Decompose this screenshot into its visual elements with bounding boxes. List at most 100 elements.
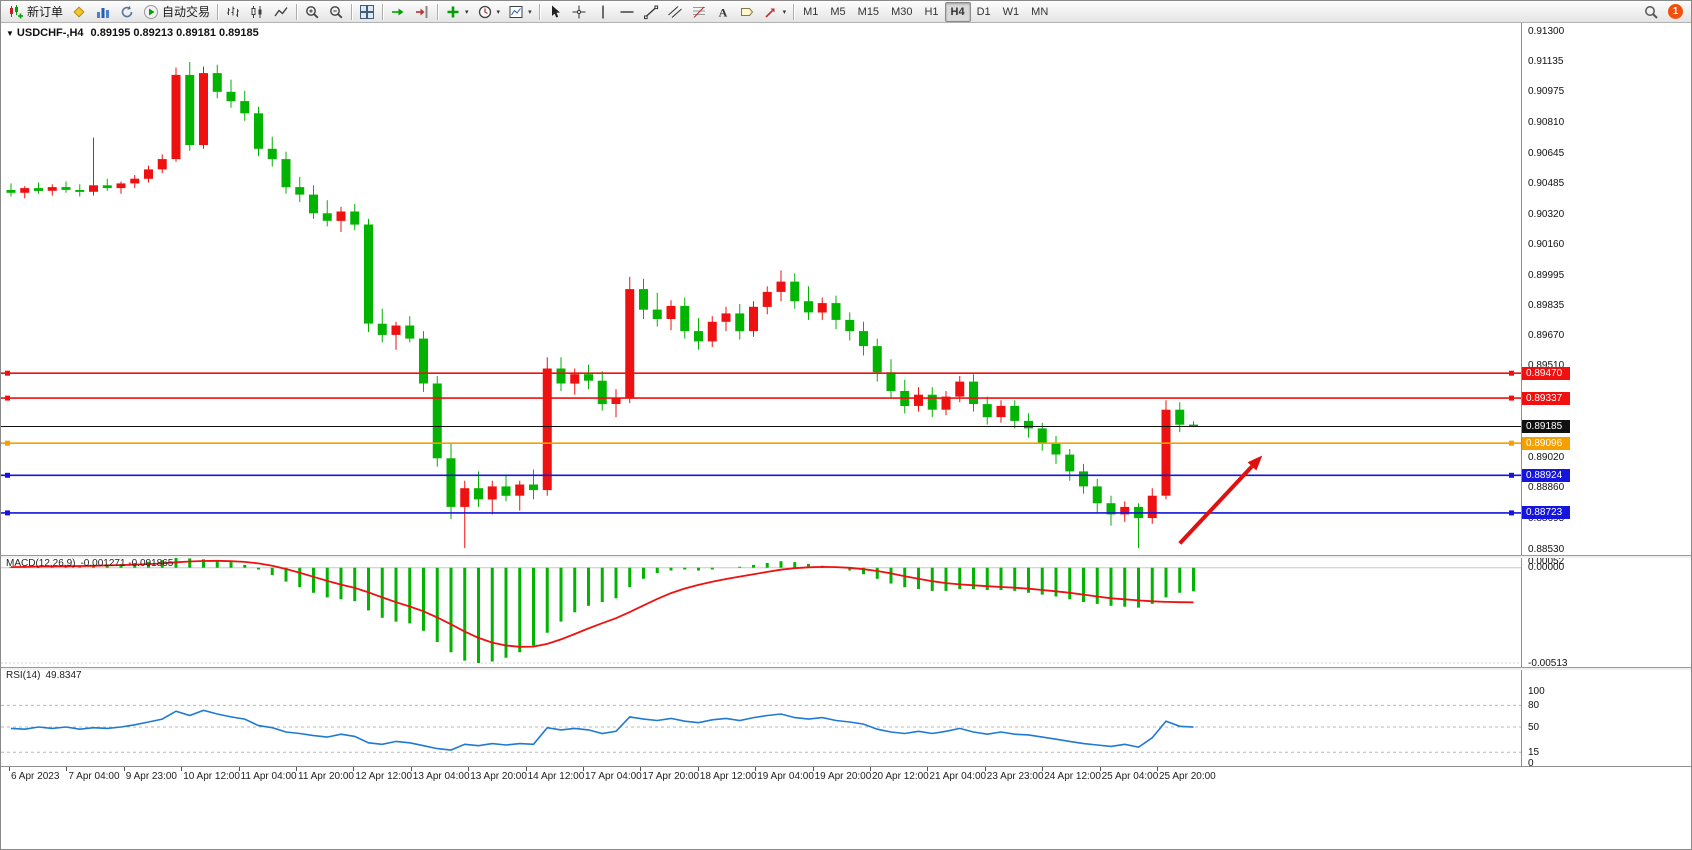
price-axis-label: 0.90975 bbox=[1528, 86, 1565, 98]
label-icon bbox=[739, 4, 755, 20]
time-axis-tick bbox=[123, 767, 125, 771]
periods-button[interactable]: ▾ bbox=[473, 1, 505, 23]
candle-chart-mode-button[interactable] bbox=[245, 1, 269, 23]
time-axis-label: 6 Apr 2023 bbox=[11, 771, 60, 782]
search-button[interactable] bbox=[1639, 1, 1663, 23]
time-axis-label: 19 Apr 04:00 bbox=[757, 771, 814, 782]
time-axis-label: 10 Apr 12:00 bbox=[183, 771, 240, 782]
price-axis-label: 0.90810 bbox=[1528, 117, 1565, 129]
price-line-label-0.89470: 0.89470 bbox=[1522, 366, 1570, 380]
hline-0.89470[interactable] bbox=[1, 370, 1521, 376]
cursor-button[interactable] bbox=[543, 1, 567, 23]
chart-shift-button[interactable] bbox=[410, 1, 434, 23]
zoom-in-button[interactable] bbox=[300, 1, 324, 23]
time-axis-tick bbox=[1099, 767, 1101, 771]
chart-info-line: ▼ USDCHF-,H4 0.89195 0.89213 0.89181 0.891… bbox=[6, 27, 259, 39]
price-axis-label: 0.90485 bbox=[1528, 177, 1565, 189]
candle-chart-icon bbox=[249, 4, 265, 20]
crosshair-button[interactable] bbox=[567, 1, 591, 23]
toolbar-separator bbox=[538, 3, 540, 20]
search-icon bbox=[1643, 4, 1659, 20]
rsi-axis-label: 50 bbox=[1528, 721, 1540, 733]
time-axis-label: 24 Apr 12:00 bbox=[1044, 771, 1101, 782]
time-axis-tick bbox=[296, 767, 297, 771]
pane-divider-rsi[interactable] bbox=[1, 667, 1691, 670]
hline-0.88924[interactable] bbox=[1, 472, 1521, 478]
trendline-icon bbox=[643, 4, 659, 20]
vline-icon bbox=[595, 4, 611, 20]
refresh-button[interactable] bbox=[115, 1, 139, 23]
macd-current-values: -0.001271 -0.001865 bbox=[80, 558, 174, 569]
price-axis-label: 0.90645 bbox=[1528, 148, 1565, 159]
time-axis-label: 12 Apr 12:00 bbox=[355, 771, 413, 782]
new-order-button[interactable]: 新订单 bbox=[4, 1, 67, 23]
hline-0.89096[interactable] bbox=[1, 440, 1521, 446]
price-axis-label: 0.89510 bbox=[1528, 360, 1565, 372]
chart-menu-icon[interactable]: ▼ bbox=[6, 29, 14, 38]
autotrade-icon bbox=[143, 4, 159, 20]
zoom-in-icon bbox=[304, 4, 320, 20]
price-axis-label: 0.88860 bbox=[1528, 481, 1565, 493]
text-button[interactable]: A bbox=[711, 1, 735, 23]
time-axis-label: 13 Apr 20:00 bbox=[470, 771, 527, 782]
toolbar-separator bbox=[217, 3, 219, 20]
timeframe-h4-button[interactable]: H4 bbox=[944, 1, 971, 22]
timeframe-mn-button[interactable]: MN bbox=[1031, 5, 1049, 18]
templates-button[interactable]: ▾ bbox=[504, 1, 536, 23]
timeframe-m1-button[interactable]: M1 bbox=[803, 5, 819, 18]
indicators-button[interactable]: ▾ bbox=[441, 1, 473, 23]
trendline-button[interactable] bbox=[639, 1, 663, 23]
cursor-icon bbox=[547, 4, 563, 20]
bar-chart-mode-button[interactable] bbox=[221, 1, 245, 23]
timeframe-h1-button[interactable]: H1 bbox=[924, 5, 939, 18]
rsi-indicator bbox=[1, 704, 1521, 753]
auto-trading-label: 自动交易 bbox=[162, 5, 211, 19]
periods-icon bbox=[477, 4, 493, 20]
auto-trading-button[interactable]: 自动交易 bbox=[139, 1, 214, 23]
arrow-object[interactable] bbox=[1178, 455, 1263, 545]
zoom-out-button[interactable] bbox=[324, 1, 348, 23]
horizontal-line-button[interactable] bbox=[615, 1, 639, 23]
mql-editor-button[interactable] bbox=[67, 1, 91, 23]
notification-badge[interactable]: 1 bbox=[1668, 4, 1683, 19]
hline-0.89337[interactable] bbox=[1, 395, 1521, 401]
timeframe-d1-button[interactable]: D1 bbox=[976, 5, 991, 18]
auto-scroll-button[interactable] bbox=[386, 1, 410, 23]
time-axis-tick bbox=[870, 767, 871, 771]
channel-button[interactable] bbox=[663, 1, 687, 23]
time-axis-tick bbox=[755, 767, 757, 771]
timeframe-w1-button[interactable]: W1 bbox=[1002, 5, 1020, 18]
time-axis[interactable]: 6 Apr 2023 7 Apr 04:00 9 Apr 23:00 10 Apr 1… bbox=[1, 766, 1691, 788]
price-axis-label: 0.91300 bbox=[1528, 25, 1565, 37]
line-chart-mode-button[interactable] bbox=[269, 1, 293, 23]
time-axis-tick bbox=[238, 767, 240, 771]
timeframe-m30-button[interactable]: M30 bbox=[891, 5, 913, 18]
vertical-line-button[interactable] bbox=[591, 1, 615, 23]
price-axis[interactable]: 0.91300 0.91135 0.90975 0.90810 0.90645 0.904… bbox=[1521, 1, 1691, 786]
arrows-button[interactable]: ▾ bbox=[759, 1, 791, 23]
time-axis-label: 13 Apr 04:00 bbox=[412, 771, 470, 782]
hline-0.88723[interactable] bbox=[1, 510, 1521, 516]
macd-axis-label: 0.00000 bbox=[1528, 562, 1565, 574]
fibonacci-button[interactable] bbox=[687, 1, 711, 23]
indicators-icon bbox=[445, 4, 461, 20]
time-axis-tick bbox=[640, 767, 642, 771]
text-label-button[interactable] bbox=[735, 1, 759, 23]
rsi-name: RSI(14) bbox=[6, 670, 41, 681]
market-watch-button[interactable] bbox=[91, 1, 115, 23]
tile-windows-icon bbox=[359, 4, 375, 20]
rsi-indicator-label: RSI(14) 49.8347 bbox=[6, 670, 82, 681]
macd-indicator-label: MACD(12,26,9) -0.001271 -0.001865 bbox=[6, 558, 173, 569]
price-axis-label: 0.90320 bbox=[1528, 208, 1565, 220]
timeframe-m15-button[interactable]: M15 bbox=[857, 5, 880, 18]
rsi-axis-label: 0 bbox=[1528, 757, 1534, 769]
timeframe-m5-button[interactable]: M5 bbox=[830, 5, 846, 18]
chart-canvas[interactable] bbox=[1, 1, 1521, 786]
time-axis-tick bbox=[181, 767, 183, 771]
time-axis-tick bbox=[525, 767, 527, 771]
tile-windows-button[interactable] bbox=[355, 1, 379, 23]
rsi-axis-label: 15 bbox=[1528, 746, 1540, 758]
price-axis-label: 0.88530 bbox=[1528, 543, 1565, 555]
bar-chart-icon bbox=[225, 4, 241, 20]
pane-divider-macd[interactable] bbox=[1, 555, 1691, 558]
